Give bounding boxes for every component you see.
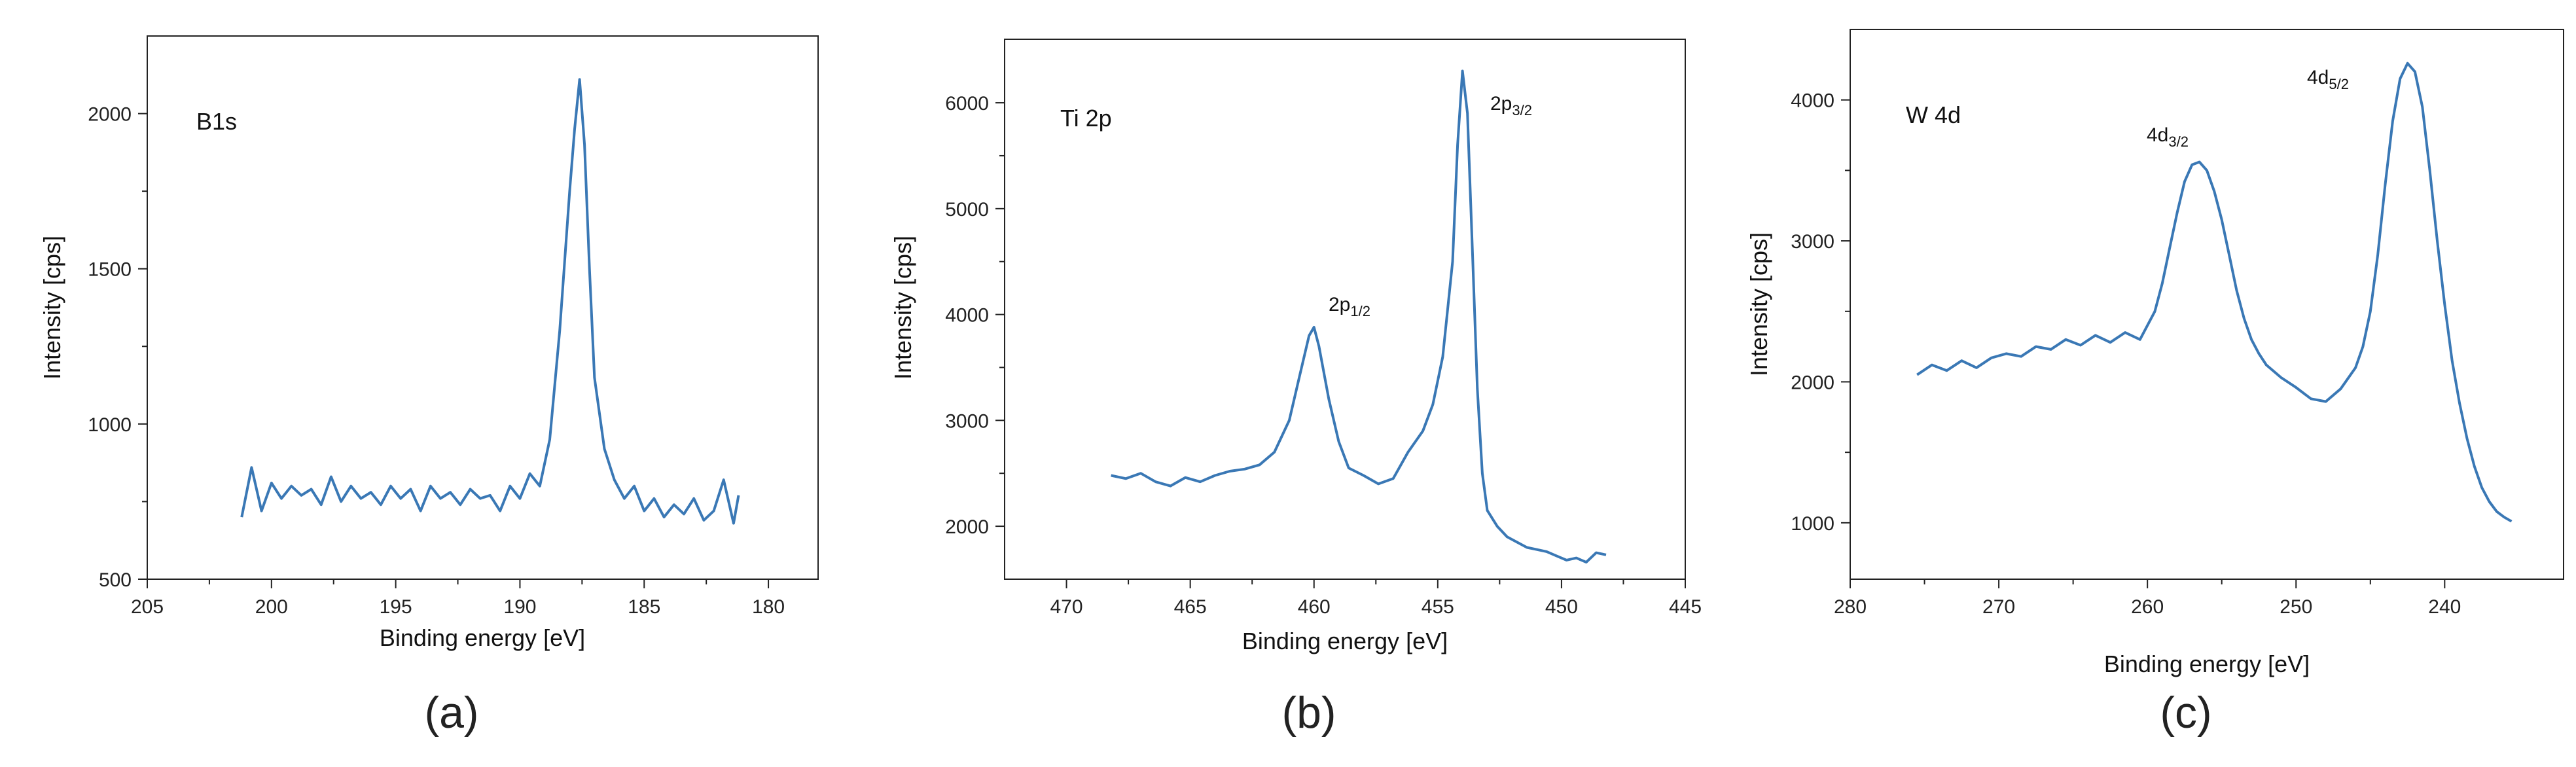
- panel-a-title: B1s: [196, 108, 237, 135]
- panel-b-xlabel: Binding energy [eV]: [1242, 628, 1448, 654]
- panel-c-annotation-4d52: 4d5/2: [2307, 67, 2349, 92]
- panel-b-ytick-label: 3000: [945, 410, 989, 432]
- panel-a-ytick-label: 2000: [88, 104, 132, 126]
- panel-c-ylabel: Intensity [cps]: [1745, 232, 1772, 376]
- panel-b-ti2p: 470 465 460 455 450 445 2000 3000 4000 5000 6000 T…: [889, 39, 1702, 738]
- panel-b-xtick-label: 445: [1669, 596, 1702, 618]
- panel-b-xtick-label: 465: [1174, 596, 1207, 618]
- panel-a-ytick-label: 1000: [88, 414, 132, 436]
- panel-a-ticks: 205 200 195 190 185 180 500 1000 1500 2000: [88, 104, 785, 618]
- panel-c-title: W 4d: [1906, 101, 1961, 128]
- panel-c-series-line: [1916, 62, 2513, 523]
- panel-b-xtick-label: 450: [1545, 596, 1578, 618]
- panel-b-ylabel: Intensity [cps]: [889, 236, 916, 380]
- panel-a-xtick-label: 200: [255, 596, 288, 618]
- panel-a-caption: (a): [424, 688, 478, 738]
- panel-b-ytick-label: 2000: [945, 516, 989, 538]
- panel-b-ytick-label: 5000: [945, 199, 989, 221]
- panel-b-annotation-2p32: 2p3/2: [1490, 93, 1532, 118]
- panel-a-xtick-label: 195: [380, 596, 412, 618]
- panel-b-ytick-label: 4000: [945, 305, 989, 327]
- panel-c-caption: (c): [2160, 688, 2211, 738]
- panel-b-title: Ti 2p: [1060, 105, 1112, 132]
- panel-a-ylabel: Intensity [cps]: [39, 236, 65, 380]
- panel-b-xtick-label: 455: [1422, 596, 1454, 618]
- panel-a-xtick-label: 180: [752, 596, 785, 618]
- panel-b-annotation-2p12: 2p1/2: [1329, 294, 1370, 319]
- panel-c-xtick-label: 250: [2280, 596, 2312, 618]
- panel-b-xtick-label: 460: [1298, 596, 1331, 618]
- panel-c-ytick-label: 4000: [1791, 90, 1834, 112]
- panel-b-ticks: 470 465 460 455 450 445 2000 3000 4000 5000 6000: [945, 93, 1702, 618]
- panel-b-plot-frame: [1004, 39, 1686, 580]
- panel-b-series-line: [1111, 69, 1607, 564]
- panel-c-ytick-label: 1000: [1791, 513, 1834, 535]
- panel-a-xtick-label: 205: [131, 596, 164, 618]
- panel-b-ytick-label: 6000: [945, 93, 989, 115]
- panel-a-ytick-label: 500: [99, 569, 132, 591]
- panel-c-ticks: 280 270 260 250 240 1000 2000 3000 4000: [1791, 90, 2461, 618]
- panel-b-caption: (b): [1281, 688, 1336, 738]
- panel-a-xlabel: Binding energy [eV]: [380, 624, 585, 651]
- panel-c-w4d: 280 270 260 250 240 1000 2000 3000 4000 W 4d 4d3…: [1745, 29, 2564, 738]
- panel-c-annotation-4d32: 4d3/2: [2147, 124, 2189, 150]
- panel-c-xtick-label: 270: [1982, 596, 2015, 618]
- panel-c-ytick-label: 2000: [1791, 372, 1834, 393]
- panel-c-ytick-label: 3000: [1791, 231, 1834, 253]
- panel-a-xtick-label: 185: [628, 596, 660, 618]
- panel-c-xlabel: Binding energy [eV]: [2104, 651, 2310, 677]
- panel-b-xtick-label: 470: [1050, 596, 1083, 618]
- panel-c-plot-frame: [1850, 29, 2564, 580]
- panel-a-xtick-label: 190: [503, 596, 536, 618]
- panel-a-series-line: [240, 78, 740, 525]
- panel-c-xtick-label: 240: [2428, 596, 2461, 618]
- panel-a-ytick-label: 1500: [88, 259, 132, 281]
- panel-c-xtick-label: 280: [1834, 596, 1867, 618]
- panel-c-xtick-label: 260: [2131, 596, 2164, 618]
- panel-a-b1s: 205 200 195 190 185 180 500 1000 1500 2000 B1s Bi…: [39, 35, 819, 738]
- panel-a-plot-frame: [147, 35, 819, 580]
